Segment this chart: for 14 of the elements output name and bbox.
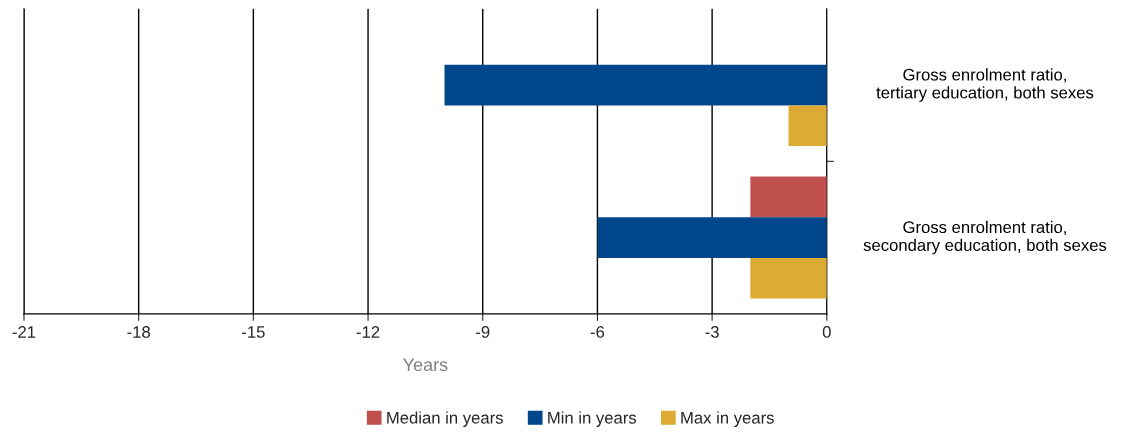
y-tick-label: Gross enrolment ratio, tertiary education, both sexes bbox=[876, 68, 1094, 102]
x-tick-label: 0 bbox=[822, 326, 831, 338]
legend-label: Min in years bbox=[548, 411, 637, 427]
x-tick-label: -3 bbox=[705, 326, 719, 338]
x-tick-label: -21 bbox=[12, 326, 36, 338]
legend-label: Median in years bbox=[387, 411, 503, 427]
x-tick-label: -9 bbox=[476, 326, 490, 338]
x-tick-label: -18 bbox=[127, 326, 150, 338]
x-tick-label: -15 bbox=[242, 326, 265, 338]
x-tick-label: -6 bbox=[590, 326, 605, 338]
legend-label: Max in years bbox=[681, 411, 774, 427]
y-tick-label: Gross enrolment ratio, secondary education, both sexes bbox=[863, 220, 1107, 255]
x-tick-label: -12 bbox=[356, 326, 380, 338]
x-axis-title: Years bbox=[403, 358, 448, 372]
